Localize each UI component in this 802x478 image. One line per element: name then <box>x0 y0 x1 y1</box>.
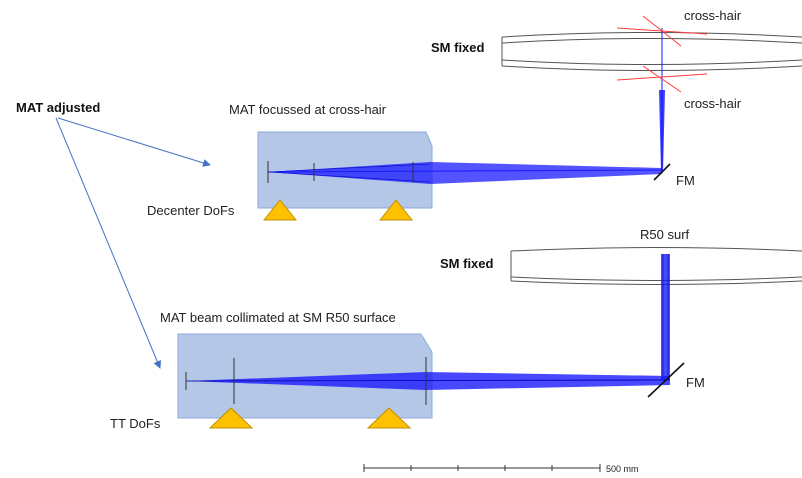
support-top-right <box>378 199 414 221</box>
mat-lenses-bottom <box>185 357 427 405</box>
label-mat-adjusted: MAT adjusted <box>16 100 100 115</box>
arrow-to-bottom-mat <box>55 117 162 369</box>
label-sm-fixed-top: SM fixed <box>431 40 485 55</box>
support-bottom-left <box>208 407 254 429</box>
secondary-mirror-bottom <box>510 247 802 285</box>
label-cross-hair-top: cross-hair <box>684 8 742 23</box>
support-top-left <box>262 199 298 221</box>
label-fm-top: FM <box>676 173 695 188</box>
arrow-to-top-mat <box>57 117 211 167</box>
label-decenter-dofs: Decenter DoFs <box>147 203 235 218</box>
support-bottom-right <box>366 407 412 429</box>
label-sm-fixed-bottom: SM fixed <box>440 256 494 271</box>
cross-hair-bottom-mark <box>616 65 708 93</box>
label-cross-hair-bottom: cross-hair <box>684 96 742 111</box>
fold-mirror-top <box>653 163 671 181</box>
mat-lenses-top <box>267 161 414 183</box>
beam-vertical-top <box>659 28 665 172</box>
cross-hair-top-mark <box>616 15 708 47</box>
beam-horizontal-bottom <box>185 372 671 390</box>
label-tt-dofs: TT DoFs <box>110 416 161 431</box>
beam-vertical-bottom <box>661 254 670 380</box>
scale-bar <box>363 464 601 472</box>
fold-mirror-bottom <box>647 362 685 398</box>
beam-horizontal-top <box>267 162 663 184</box>
label-scale-bar: 500 mm <box>606 464 639 474</box>
label-mat-collimated: MAT beam collimated at SM R50 surface <box>160 310 396 325</box>
label-mat-focussed: MAT focussed at cross-hair <box>229 102 387 117</box>
label-r50-surf: R50 surf <box>640 227 690 242</box>
secondary-mirror-top <box>501 32 802 71</box>
label-fm-bottom: FM <box>686 375 705 390</box>
